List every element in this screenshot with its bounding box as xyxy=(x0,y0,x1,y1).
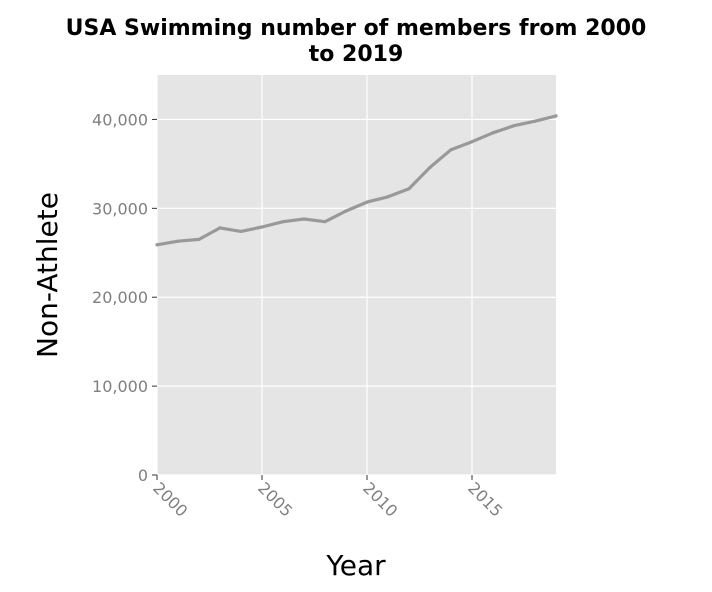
x-axis-label: Year xyxy=(325,549,386,582)
data-point xyxy=(491,131,495,135)
data-point xyxy=(281,220,285,224)
y-tick-label: 30,000 xyxy=(92,199,148,218)
data-point xyxy=(344,209,348,213)
data-point xyxy=(386,195,390,199)
data-point xyxy=(260,225,264,229)
y-tick-label: 20,000 xyxy=(92,288,148,307)
data-point xyxy=(470,140,474,144)
data-point xyxy=(176,239,180,243)
series-layer xyxy=(155,114,558,247)
chart-title-line-2: to 2019 xyxy=(309,42,404,67)
data-point xyxy=(218,226,222,230)
y-axis-label: Non-Athlete xyxy=(31,192,64,358)
data-point xyxy=(239,229,243,234)
x-tick-label: 2010 xyxy=(359,478,401,520)
y-tick-label: 10,000 xyxy=(92,377,148,396)
x-tick-label: 2015 xyxy=(464,478,506,520)
gridlines xyxy=(156,75,556,476)
plot-panel xyxy=(157,75,556,475)
data-point xyxy=(365,200,369,204)
x-tick-label: 2000 xyxy=(149,478,191,520)
data-point xyxy=(323,220,327,224)
data-point xyxy=(428,165,432,170)
series-line xyxy=(155,114,558,247)
data-point xyxy=(449,148,453,152)
data-point xyxy=(533,119,537,123)
data-point xyxy=(302,217,306,221)
y-tick-label: 0 xyxy=(138,466,148,485)
data-point xyxy=(155,243,159,247)
data-point xyxy=(512,124,516,128)
x-tick-label: 2005 xyxy=(254,478,296,520)
data-point xyxy=(554,114,558,118)
data-point xyxy=(407,187,411,191)
y-tick-label: 40,000 xyxy=(92,110,148,129)
data-point xyxy=(197,237,201,242)
chart-title-line-1: USA Swimming number of members from 2000 xyxy=(66,16,647,41)
